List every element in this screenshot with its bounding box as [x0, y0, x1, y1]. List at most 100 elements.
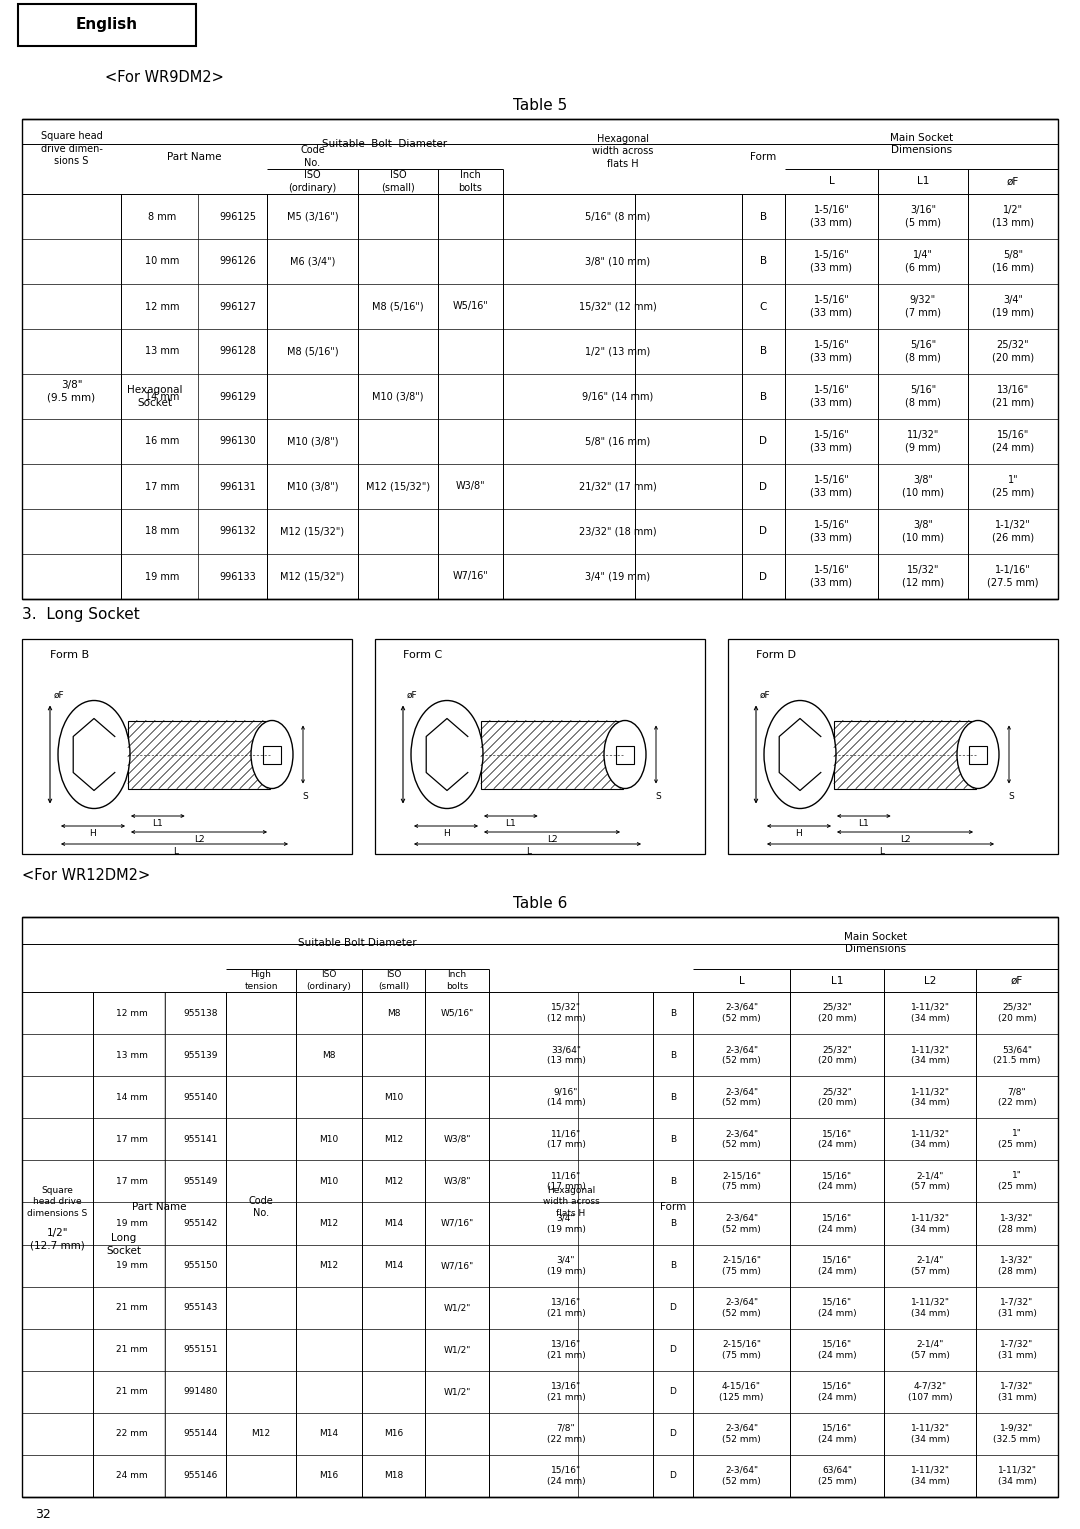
Text: 955150: 955150: [184, 1261, 218, 1271]
Text: 15/32" (12 mm): 15/32" (12 mm): [579, 301, 657, 312]
Ellipse shape: [251, 720, 293, 789]
Text: S: S: [1008, 792, 1014, 801]
Text: Main Socket
Dimensions: Main Socket Dimensions: [890, 133, 953, 156]
Text: 1/2"
(12.7 mm): 1/2" (12.7 mm): [30, 1228, 85, 1251]
Text: M16: M16: [383, 1430, 403, 1439]
Text: L1: L1: [917, 176, 929, 187]
Text: 13 mm: 13 mm: [116, 1050, 148, 1060]
Text: D: D: [670, 1303, 676, 1312]
Text: 996128: 996128: [219, 347, 256, 356]
Text: øF: øF: [760, 691, 771, 700]
Text: S: S: [302, 792, 308, 801]
Text: M8: M8: [387, 1009, 401, 1017]
Text: 25/32"
(20 mm): 25/32" (20 mm): [818, 1046, 856, 1066]
Text: 1-11/32"
(34 mm): 1-11/32" (34 mm): [910, 1087, 949, 1107]
Text: M10 (3/8"): M10 (3/8"): [287, 482, 338, 491]
Text: Part Name: Part Name: [132, 1202, 187, 1212]
Text: 1-1/32"
(26 mm): 1-1/32" (26 mm): [991, 520, 1034, 543]
Text: 2-3/64"
(52 mm): 2-3/64" (52 mm): [723, 1298, 761, 1318]
Text: 13/16"
(21 mm): 13/16" (21 mm): [991, 385, 1034, 408]
Ellipse shape: [604, 720, 646, 789]
Text: M10: M10: [320, 1177, 339, 1187]
Text: Main Socket
Dimensions: Main Socket Dimensions: [843, 931, 907, 954]
Text: 15/16"
(24 mm): 15/16" (24 mm): [818, 1423, 856, 1443]
Text: M12 (15/32"): M12 (15/32"): [281, 572, 345, 581]
Text: Form C: Form C: [403, 650, 443, 661]
Text: 1/2"
(13 mm): 1/2" (13 mm): [993, 205, 1034, 228]
Text: 2-3/64"
(52 mm): 2-3/64" (52 mm): [723, 1466, 761, 1486]
Text: 991480: 991480: [184, 1387, 218, 1396]
Text: M10: M10: [320, 1135, 339, 1144]
Text: 33/64"
(13 mm): 33/64" (13 mm): [546, 1046, 585, 1066]
Text: 955142: 955142: [184, 1219, 218, 1228]
Text: 18 mm: 18 mm: [146, 526, 179, 537]
Text: M16: M16: [320, 1471, 339, 1480]
Bar: [728, 639, 1058, 855]
Text: M12: M12: [320, 1219, 338, 1228]
Text: 955146: 955146: [184, 1471, 218, 1480]
Ellipse shape: [764, 700, 836, 809]
Text: B: B: [670, 1219, 676, 1228]
Text: 996127: 996127: [219, 301, 256, 312]
Text: M12 (15/32"): M12 (15/32"): [281, 526, 345, 537]
Text: 3/4"
(19 mm): 3/4" (19 mm): [546, 1214, 585, 1234]
Text: øF: øF: [1011, 976, 1023, 986]
Ellipse shape: [58, 700, 130, 809]
Bar: [834, 720, 976, 789]
Text: M14: M14: [383, 1219, 403, 1228]
Text: D: D: [759, 436, 768, 446]
Text: 1-5/16"
(33 mm): 1-5/16" (33 mm): [810, 205, 852, 228]
Text: Code
No.: Code No.: [248, 1196, 273, 1219]
Text: 9/16" (14 mm): 9/16" (14 mm): [582, 391, 653, 402]
Text: 2-3/64"
(52 mm): 2-3/64" (52 mm): [723, 1130, 761, 1150]
Text: W3/8": W3/8": [443, 1177, 471, 1187]
Text: 1-11/32"
(34 mm): 1-11/32" (34 mm): [910, 1214, 949, 1234]
Text: 996129: 996129: [219, 391, 256, 402]
Text: 996131: 996131: [219, 482, 256, 491]
Text: 13/16"
(21 mm): 13/16" (21 mm): [546, 1382, 585, 1402]
Text: 1-9/32"
(32.5 mm): 1-9/32" (32.5 mm): [994, 1423, 1041, 1443]
Text: M6 (3/4"): M6 (3/4"): [289, 257, 335, 266]
Text: D: D: [759, 572, 768, 581]
Bar: [22, 639, 352, 855]
Text: 15/16"
(24 mm): 15/16" (24 mm): [818, 1382, 856, 1402]
Text: W1/2": W1/2": [443, 1387, 471, 1396]
Text: 25/32"
(20 mm): 25/32" (20 mm): [998, 1003, 1037, 1023]
Text: M8 (5/16"): M8 (5/16"): [286, 347, 338, 356]
Text: Form: Form: [660, 1202, 686, 1212]
Text: 17 mm: 17 mm: [145, 482, 179, 491]
Text: 8 mm: 8 mm: [148, 211, 177, 222]
Text: L1: L1: [152, 820, 163, 829]
Text: B: B: [760, 391, 767, 402]
Text: 2-3/64"
(52 mm): 2-3/64" (52 mm): [723, 1087, 761, 1107]
Text: H: H: [90, 830, 96, 838]
Text: 996125: 996125: [219, 211, 256, 222]
Text: W7/16": W7/16": [441, 1219, 474, 1228]
Text: 955140: 955140: [184, 1093, 218, 1102]
Text: Form D: Form D: [756, 650, 796, 661]
Text: 1-11/32"
(34 mm): 1-11/32" (34 mm): [998, 1466, 1037, 1486]
Text: L2: L2: [546, 835, 557, 844]
Text: B: B: [760, 257, 767, 266]
Text: 5/16"
(8 mm): 5/16" (8 mm): [905, 341, 941, 362]
Text: M12: M12: [383, 1135, 403, 1144]
Text: 1"
(25 mm): 1" (25 mm): [998, 1171, 1037, 1191]
Text: M14: M14: [320, 1430, 338, 1439]
Text: 4-7/32"
(107 mm): 4-7/32" (107 mm): [907, 1382, 953, 1402]
Text: 1-5/16"
(33 mm): 1-5/16" (33 mm): [810, 295, 852, 318]
Bar: [264, 746, 281, 763]
Text: M10: M10: [383, 1093, 403, 1102]
Text: English: English: [76, 17, 138, 32]
Text: 22 mm: 22 mm: [117, 1430, 148, 1439]
Text: 1-11/32"
(34 mm): 1-11/32" (34 mm): [910, 1046, 949, 1066]
Text: 15/16"
(24 mm): 15/16" (24 mm): [546, 1466, 585, 1486]
Text: ISO
(small): ISO (small): [381, 170, 415, 193]
Text: Hexagonal
width across
flats H: Hexagonal width across flats H: [592, 135, 653, 168]
Text: 1-5/16"
(33 mm): 1-5/16" (33 mm): [810, 476, 852, 498]
Text: 25/32"
(20 mm): 25/32" (20 mm): [818, 1003, 856, 1023]
Text: W1/2": W1/2": [443, 1303, 471, 1312]
Text: 15/16"
(24 mm): 15/16" (24 mm): [818, 1255, 856, 1275]
Text: 13/16"
(21 mm): 13/16" (21 mm): [546, 1298, 585, 1318]
Text: 3/4"
(19 mm): 3/4" (19 mm): [546, 1255, 585, 1275]
Text: 1/2" (13 mm): 1/2" (13 mm): [585, 347, 650, 356]
